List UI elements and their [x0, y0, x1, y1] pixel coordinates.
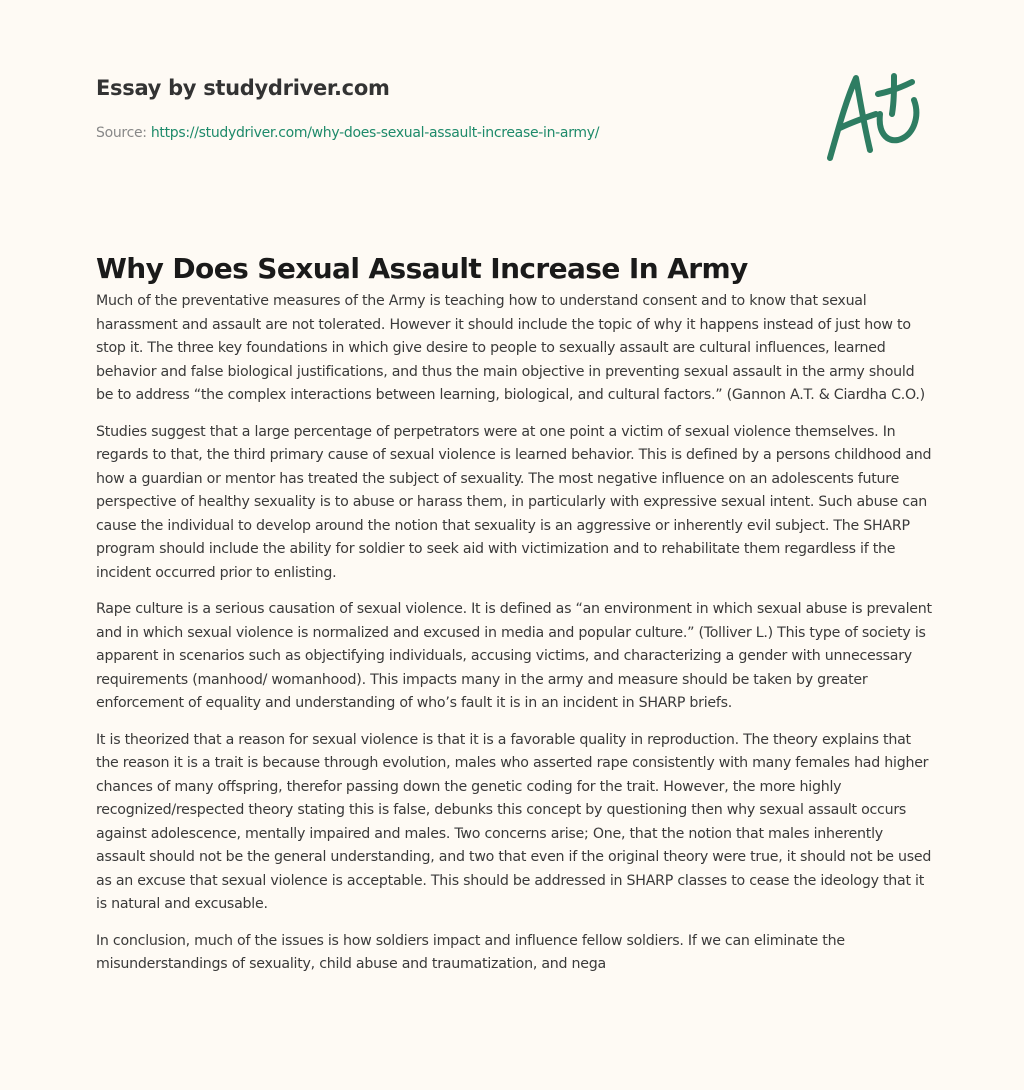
- essay-paragraph: Studies suggest that a large percentage …: [96, 423, 932, 581]
- source-label: Source:: [96, 125, 147, 141]
- brand-title: Essay by studydriver.com: [96, 76, 390, 100]
- site-header: Essay by studydriver.com: [96, 76, 390, 100]
- essay-paragraph: Much of the preventative measures of the…: [96, 293, 925, 403]
- essay-body: Much of the preventative measures of the…: [96, 290, 932, 990]
- essay-paragraph: It is theorized that a reason for sexual…: [96, 731, 932, 913]
- source-link[interactable]: https://studydriver.com/why-does-sexual-…: [150, 125, 600, 141]
- essay-title: Why Does Sexual Assault Increase In Army: [96, 252, 748, 285]
- essay-paragraph: Rape culture is a serious causation of s…: [96, 601, 932, 711]
- source-line: Source: https://studydriver.com/why-does…: [96, 125, 599, 141]
- a-plus-grade-icon: [827, 73, 920, 161]
- essay-paragraph: In conclusion, much of the issues is how…: [96, 932, 845, 973]
